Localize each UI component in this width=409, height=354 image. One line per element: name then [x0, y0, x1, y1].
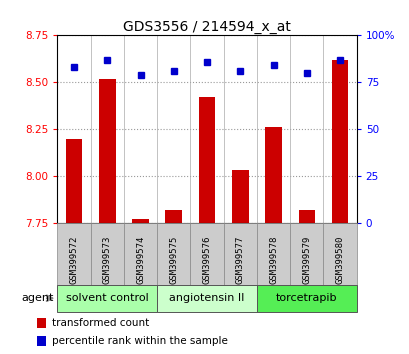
Text: solvent control: solvent control: [66, 293, 148, 303]
Bar: [57, 223, 90, 285]
Text: GSM399577: GSM399577: [235, 235, 244, 284]
Text: percentile rank within the sample: percentile rank within the sample: [52, 336, 227, 346]
Bar: [290, 223, 323, 285]
Bar: [190, 223, 223, 285]
Bar: [223, 223, 256, 285]
Bar: [99, 79, 115, 223]
Bar: [157, 285, 256, 312]
Bar: [298, 210, 315, 223]
Text: GSM399573: GSM399573: [103, 235, 112, 284]
Bar: [231, 171, 248, 223]
Text: GSM399578: GSM399578: [268, 235, 277, 284]
Text: GSM399575: GSM399575: [169, 235, 178, 284]
Bar: [256, 285, 356, 312]
Text: GSM399574: GSM399574: [136, 235, 145, 284]
Text: agent: agent: [21, 293, 53, 303]
Text: torcetrapib: torcetrapib: [275, 293, 337, 303]
Text: GSM399576: GSM399576: [202, 235, 211, 284]
Bar: [65, 139, 82, 223]
Text: GSM399579: GSM399579: [301, 235, 310, 284]
Bar: [157, 223, 190, 285]
Bar: [331, 60, 348, 223]
Bar: [37, 336, 46, 346]
Text: angiotensin II: angiotensin II: [169, 293, 244, 303]
Text: GSM399580: GSM399580: [335, 235, 344, 284]
Bar: [37, 318, 46, 328]
Bar: [57, 285, 157, 312]
Bar: [124, 223, 157, 285]
Text: transformed count: transformed count: [52, 318, 149, 328]
Bar: [323, 223, 356, 285]
Bar: [90, 223, 124, 285]
Bar: [132, 219, 148, 223]
Bar: [256, 223, 290, 285]
Text: GSM399572: GSM399572: [70, 235, 79, 284]
Title: GDS3556 / 214594_x_at: GDS3556 / 214594_x_at: [123, 21, 290, 34]
Bar: [198, 97, 215, 223]
Bar: [265, 127, 281, 223]
Bar: [165, 210, 182, 223]
